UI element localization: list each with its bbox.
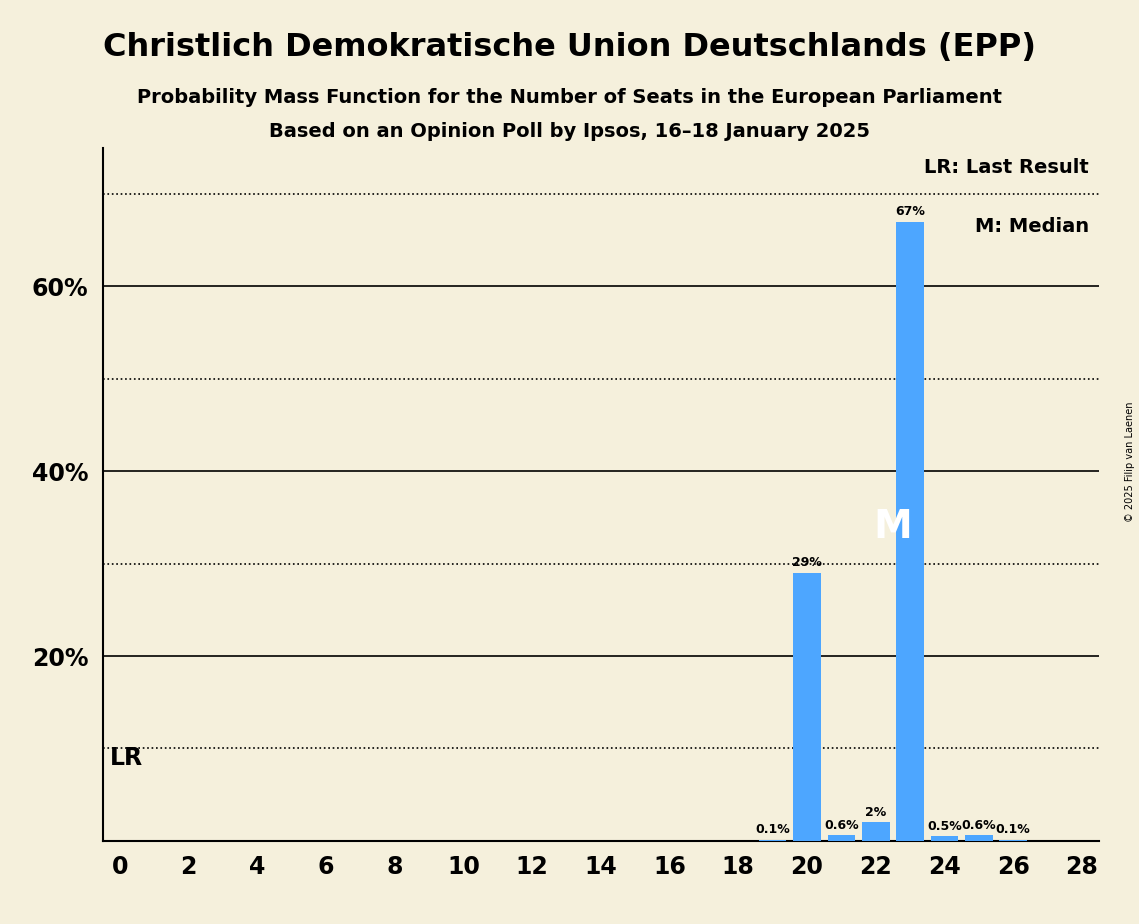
Bar xyxy=(828,835,855,841)
Bar xyxy=(862,822,890,841)
Text: 2%: 2% xyxy=(866,806,886,819)
Text: Based on an Opinion Poll by Ipsos, 16–18 January 2025: Based on an Opinion Poll by Ipsos, 16–18… xyxy=(269,122,870,141)
Text: M: M xyxy=(874,507,912,546)
Bar xyxy=(931,836,958,841)
Bar xyxy=(793,573,821,841)
Text: LR: LR xyxy=(109,746,142,770)
Text: 0.1%: 0.1% xyxy=(995,823,1031,836)
Text: LR: Last Result: LR: Last Result xyxy=(925,158,1089,177)
Text: 0.5%: 0.5% xyxy=(927,820,961,833)
Bar xyxy=(1000,840,1027,841)
Text: Probability Mass Function for the Number of Seats in the European Parliament: Probability Mass Function for the Number… xyxy=(137,88,1002,107)
Text: 67%: 67% xyxy=(895,205,925,218)
Text: 0.1%: 0.1% xyxy=(755,823,790,836)
Text: © 2025 Filip van Laenen: © 2025 Filip van Laenen xyxy=(1125,402,1134,522)
Bar xyxy=(965,835,992,841)
Text: 29%: 29% xyxy=(792,556,822,569)
Text: 0.6%: 0.6% xyxy=(825,819,859,832)
Bar xyxy=(896,222,924,841)
Text: Christlich Demokratische Union Deutschlands (EPP): Christlich Demokratische Union Deutschla… xyxy=(103,32,1036,64)
Text: 0.6%: 0.6% xyxy=(961,819,997,832)
Bar xyxy=(759,840,786,841)
Text: M: Median: M: Median xyxy=(975,217,1089,237)
